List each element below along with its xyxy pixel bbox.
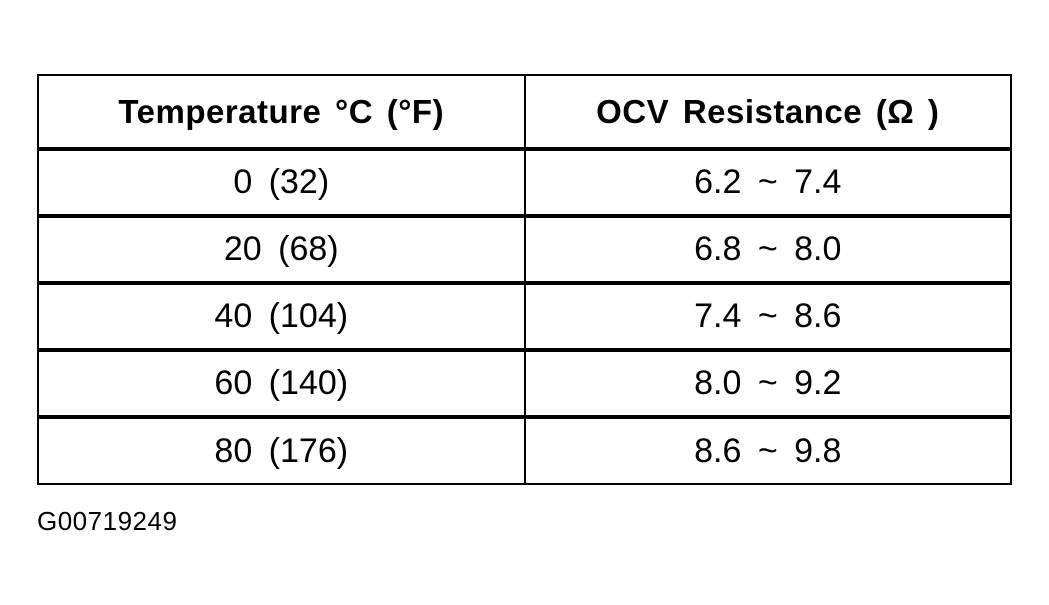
table-row: 60 (140) 8.0 ~ 9.2: [38, 348, 1011, 417]
temperature-cell: 40 (104): [38, 281, 526, 350]
temperature-cell: 80 (176): [38, 415, 526, 484]
table-row: 0 (32) 6.2 ~ 7.4: [38, 149, 1011, 216]
resistance-cell: 7.4 ~ 8.6: [524, 281, 1011, 350]
temperature-cell: 0 (32): [38, 149, 526, 216]
figure-id-label: G00719249: [37, 506, 178, 536]
temperature-cell: 60 (140): [38, 348, 526, 417]
table-header-row: Temperature °C (°F) OCV Resistance (Ω ): [38, 75, 1011, 151]
table-row: 80 (176) 8.6 ~ 9.8: [38, 415, 1011, 484]
temperature-cell: 20 (68): [38, 214, 526, 283]
temperature-column-header: Temperature °C (°F): [38, 75, 526, 151]
table-row: 20 (68) 6.8 ~ 8.0: [38, 214, 1011, 283]
resistance-cell: 8.0 ~ 9.2: [524, 348, 1011, 417]
resistance-cell: 6.2 ~ 7.4: [694, 163, 842, 201]
resistance-cell: 6.8 ~ 8.0: [524, 214, 1011, 283]
table-row: 40 (104) 7.4 ~ 8.6: [38, 281, 1011, 350]
ocv-resistance-column-header: OCV Resistance (Ω ): [524, 75, 1011, 151]
resistance-cell: 8.6 ~ 9.8: [524, 415, 1011, 484]
ocv-resistance-table: Temperature °C (°F) OCV Resistance (Ω ) …: [37, 74, 1012, 485]
